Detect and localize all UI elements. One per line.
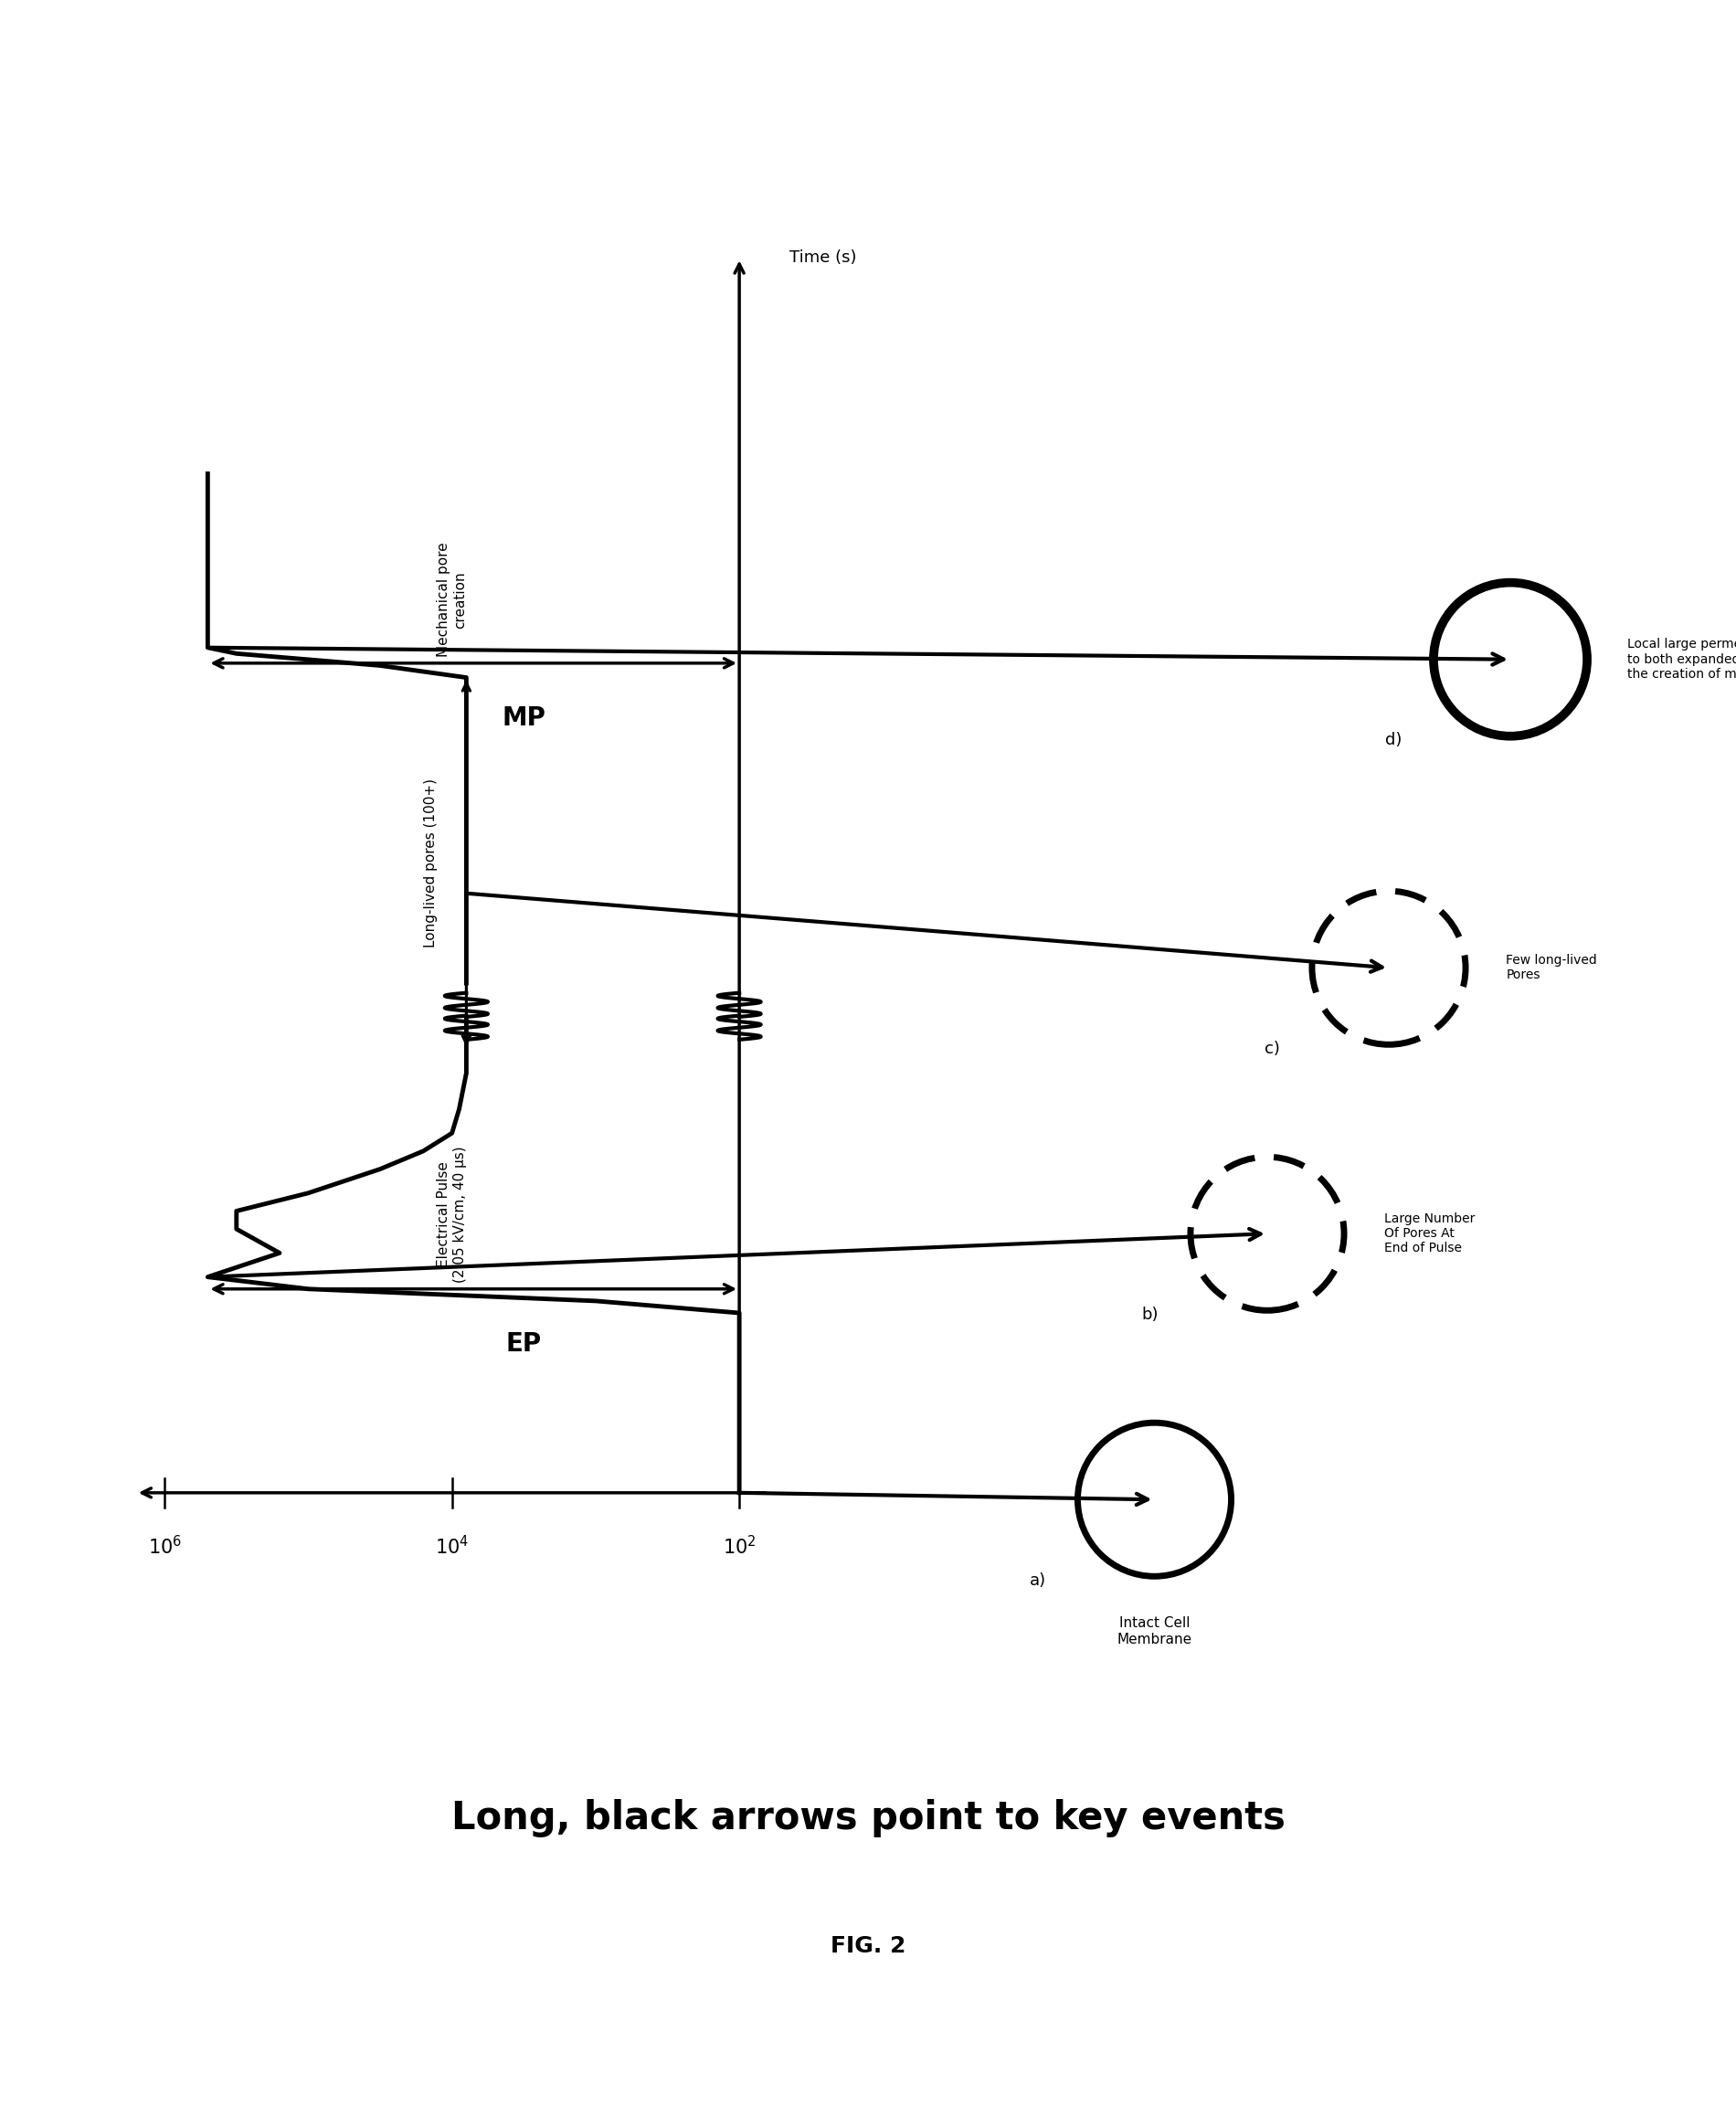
Text: FIG. 2: FIG. 2 bbox=[830, 1936, 906, 1957]
Text: Long-lived pores (100+): Long-lived pores (100+) bbox=[424, 778, 437, 949]
Text: a): a) bbox=[1029, 1572, 1045, 1589]
Text: Electrical Pulse
(2.05 kV/cm, 40 μs): Electrical Pulse (2.05 kV/cm, 40 μs) bbox=[437, 1146, 467, 1283]
Text: Mechanical pore
creation: Mechanical pore creation bbox=[437, 542, 467, 657]
Text: MP: MP bbox=[502, 706, 545, 732]
Text: Local large permeability regions due
to both expanded long-lived pores and
the c: Local large permeability regions due to … bbox=[1628, 638, 1736, 681]
Text: EP: EP bbox=[505, 1332, 542, 1357]
Text: $10^6$: $10^6$ bbox=[148, 1536, 182, 1557]
Text: $10^4$: $10^4$ bbox=[436, 1536, 469, 1557]
Text: c): c) bbox=[1266, 1040, 1279, 1057]
Text: Few long-lived
Pores: Few long-lived Pores bbox=[1505, 955, 1597, 981]
Text: d): d) bbox=[1385, 732, 1403, 749]
Text: b): b) bbox=[1142, 1306, 1160, 1323]
Text: Time (s): Time (s) bbox=[790, 249, 858, 266]
Text: Large Number
Of Pores At
End of Pulse: Large Number Of Pores At End of Pulse bbox=[1385, 1212, 1476, 1255]
Text: $10^2$: $10^2$ bbox=[722, 1536, 757, 1557]
Text: Intact Cell
Membrane: Intact Cell Membrane bbox=[1116, 1617, 1193, 1646]
Text: Long, black arrows point to key events: Long, black arrows point to key events bbox=[451, 1799, 1285, 1838]
